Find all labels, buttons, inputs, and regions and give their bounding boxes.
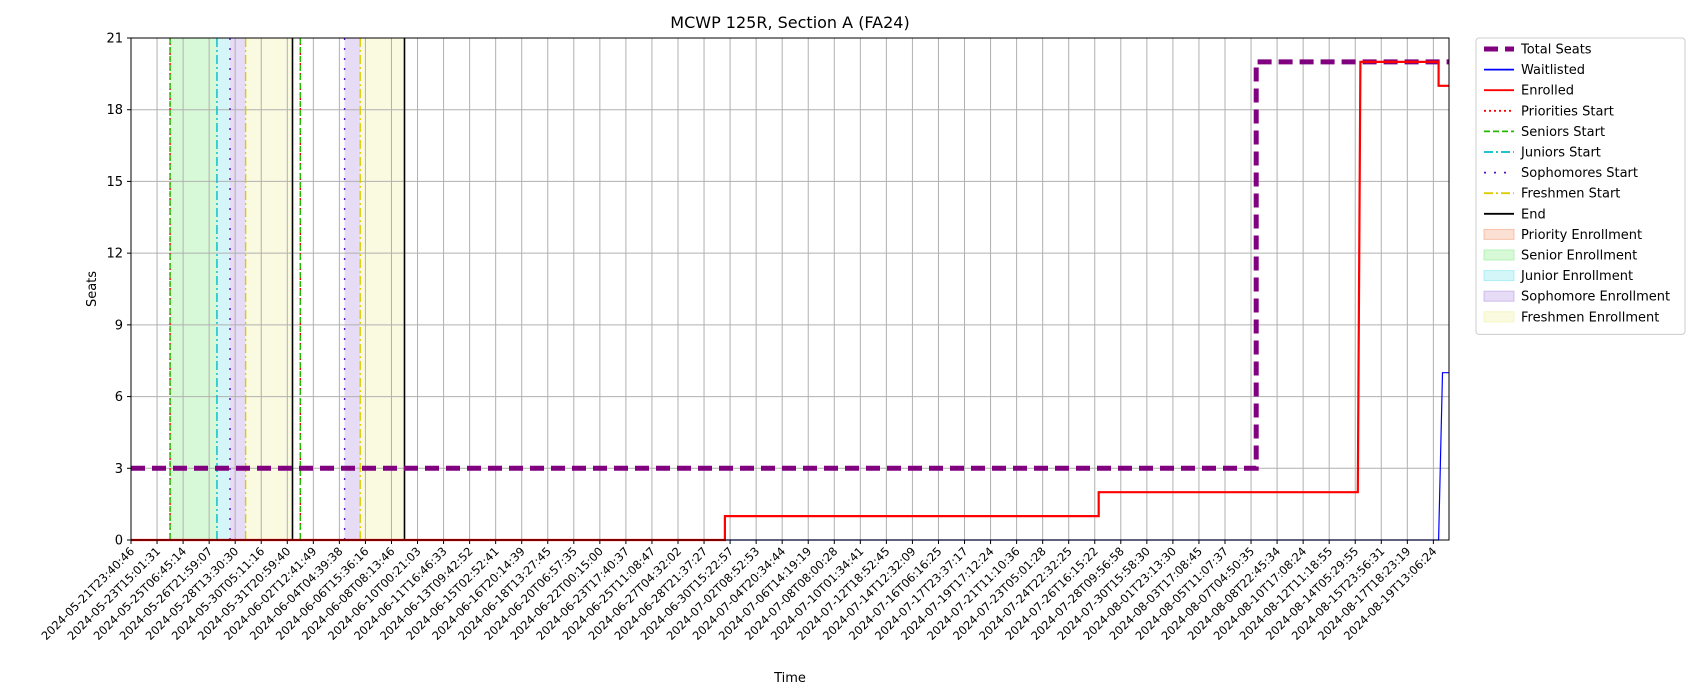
x-axis: 2024-05-21T23:40:462024-05-23T15:01:3120… xyxy=(38,540,1439,643)
period-span xyxy=(216,38,230,540)
legend-label: Enrolled xyxy=(1521,84,1574,99)
grid-lines xyxy=(130,37,1449,541)
legend-label: Freshmen Enrollment xyxy=(1521,310,1659,325)
plot-frame xyxy=(130,37,1450,541)
y-tick-label: 6 xyxy=(115,390,123,405)
y-tick-label: 15 xyxy=(106,175,123,190)
y-axis-label: Seats xyxy=(85,271,100,307)
legend-item: Enrolled xyxy=(1484,84,1574,99)
legend-label: Senior Enrollment xyxy=(1521,249,1637,264)
period-span xyxy=(170,38,217,540)
series-line xyxy=(131,60,1449,542)
legend-item: Sophomore Enrollment xyxy=(1483,290,1670,305)
y-tick-label: 12 xyxy=(106,247,123,262)
legend-label: Total Seats xyxy=(1520,43,1592,58)
legend-item: End xyxy=(1484,207,1546,222)
period-span xyxy=(229,38,246,540)
start-markers xyxy=(169,38,406,540)
legend-label: Junior Enrollment xyxy=(1520,269,1633,284)
legend-label: Seniors Start xyxy=(1521,125,1605,140)
y-tick-label: 18 xyxy=(106,103,123,118)
legend-item: Juniors Start xyxy=(1484,146,1601,161)
period-span xyxy=(360,38,405,540)
legend-swatch xyxy=(1483,270,1515,282)
y-tick-label: 3 xyxy=(115,462,123,477)
x-axis-label: Time xyxy=(773,671,806,686)
y-tick-label: 0 xyxy=(115,534,123,549)
legend-label: End xyxy=(1521,207,1546,222)
legend-item: Sophomores Start xyxy=(1484,166,1638,181)
legend-label: Waitlisted xyxy=(1521,63,1585,78)
legend-item: Waitlisted xyxy=(1484,63,1585,78)
legend-item: Freshmen Enrollment xyxy=(1483,310,1659,325)
legend-item: Priority Enrollment xyxy=(1483,228,1642,243)
period-span xyxy=(245,38,293,540)
legend-label: Juniors Start xyxy=(1520,146,1601,161)
legend-label: Sophomores Start xyxy=(1521,166,1638,181)
y-axis: 0 3 6 9 12 15 18 21 xyxy=(106,32,131,549)
legend-label: Priority Enrollment xyxy=(1521,228,1642,243)
legend-swatch xyxy=(1483,290,1515,302)
legend-swatch xyxy=(1483,311,1515,323)
legend-item: Senior Enrollment xyxy=(1483,249,1637,264)
legend-item: Priorities Start xyxy=(1484,104,1614,119)
legend-item: Total Seats xyxy=(1484,43,1592,58)
legend-item: Junior Enrollment xyxy=(1483,269,1633,284)
chart-title: MCWP 125R, Section A (FA24) xyxy=(670,13,909,32)
legend-swatch xyxy=(1483,228,1515,240)
legend-item: Seniors Start xyxy=(1484,125,1605,140)
y-tick-label: 9 xyxy=(115,318,123,333)
legend-label: Priorities Start xyxy=(1521,104,1614,119)
legend-box xyxy=(1475,37,1686,335)
legend-label: Freshmen Start xyxy=(1521,187,1620,202)
series-line xyxy=(131,59,1449,471)
legend-item: Freshmen Start xyxy=(1484,187,1620,202)
y-tick-label: 21 xyxy=(106,32,123,47)
legend: Total Seats Waitlisted Enrolled Priorities … xyxy=(1475,37,1686,335)
legend-swatch xyxy=(1483,249,1515,261)
legend-label: Sophomore Enrollment xyxy=(1521,290,1670,305)
period-span xyxy=(344,38,361,540)
